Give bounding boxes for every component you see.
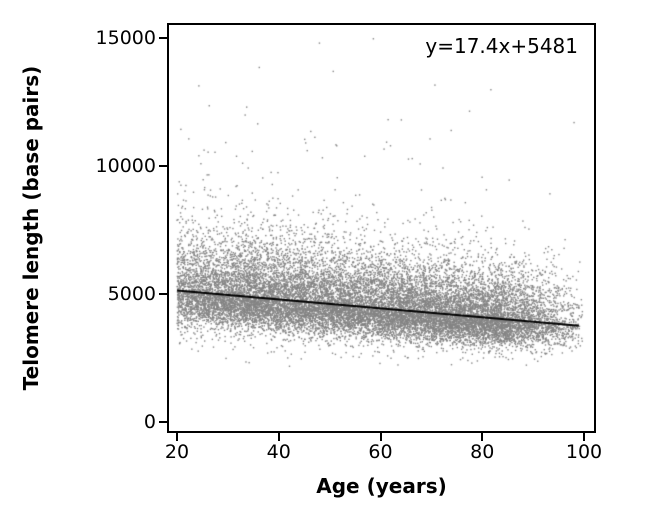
plot-area: y=17.4x+5481 (167, 23, 596, 433)
x-tick-mark (277, 433, 280, 441)
y-tick-mark (159, 421, 167, 423)
y-tick-label: 5000 (107, 282, 156, 305)
x-tick-mark (379, 433, 382, 441)
y-axis-title: Telomere length (base pairs) (19, 65, 43, 391)
x-tick-mark (583, 433, 585, 441)
scatter-points-canvas (169, 25, 594, 431)
y-tick-label: 0 (143, 410, 156, 433)
x-tick-label: 40 (266, 441, 291, 463)
y-tick-label: 10000 (95, 154, 156, 177)
x-tick-mark (176, 433, 178, 441)
y-tick-mark (159, 37, 167, 39)
y-tick-mark (159, 293, 167, 295)
x-tick-label: 60 (368, 441, 393, 463)
y-tick-mark (159, 165, 167, 167)
x-axis-title: Age (years) (316, 474, 447, 498)
x-tick-label: 80 (470, 441, 495, 463)
x-tick-mark (481, 433, 484, 441)
x-tick-label: 20 (164, 441, 190, 463)
y-tick-label: 15000 (95, 26, 156, 49)
x-tick-label: 100 (565, 441, 603, 463)
regression-equation-label: y=17.4x+5481 (425, 34, 578, 58)
